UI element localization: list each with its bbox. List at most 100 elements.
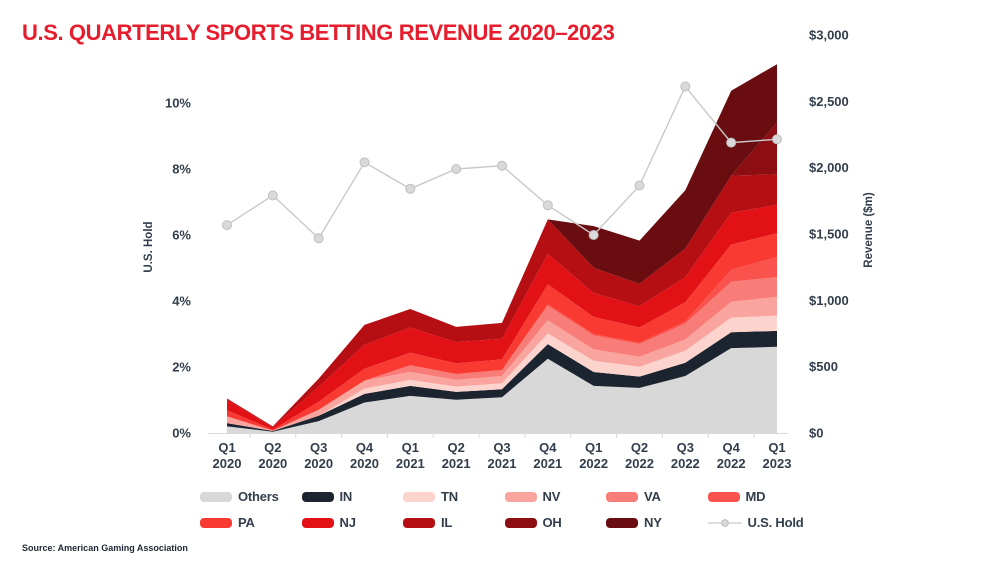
x-tick-label-quarter: Q2 <box>631 440 648 455</box>
y-left-tick-label: 6% <box>172 228 191 243</box>
area-series-others <box>227 346 777 433</box>
legend-label: PA <box>238 515 255 530</box>
hold-marker <box>542 200 553 211</box>
legend: Others IN TN NV VA MD PA NJ IL OH NY U.S. Hold <box>200 489 810 530</box>
x-tick-label-quarter: Q1 <box>402 440 419 455</box>
x-tick-label-quarter: Q4 <box>356 440 374 455</box>
right-axis-title: Revenue ($m) <box>863 192 875 268</box>
area-series-nv <box>227 297 777 431</box>
legend-item-nv: NV <box>504 489 607 504</box>
legend-item-md: MD <box>707 489 810 504</box>
x-tick-label-quarter: Q3 <box>310 440 327 455</box>
x-tick-label-quarter: Q4 <box>722 440 740 455</box>
y-left-tick-label: 2% <box>172 360 191 375</box>
legend-label: TN <box>441 489 458 504</box>
legend-label: MD <box>745 489 766 504</box>
legend-item-oh: OH <box>504 515 607 530</box>
legend-label: NV <box>542 489 561 504</box>
x-tick-label-year: 2020 <box>304 456 333 471</box>
legend-label: IL <box>441 515 453 530</box>
x-tick-label-year: 2021 <box>488 456 517 471</box>
legend-swatch <box>200 517 232 528</box>
y-left-tick-label: 8% <box>172 162 191 177</box>
y-right-tick-label: $1,000 <box>809 293 849 308</box>
x-tick-label-year: 2022 <box>625 456 654 471</box>
y-right-tick-label: $2,000 <box>809 160 849 175</box>
legend-swatch <box>301 491 334 502</box>
legend-item-others: Others <box>200 489 302 504</box>
hold-marker <box>359 157 370 168</box>
legend-item-nj: NJ <box>301 515 404 530</box>
legend-label: OH <box>542 515 562 530</box>
legend-item-in: IN <box>301 489 404 504</box>
legend-swatch <box>504 491 537 502</box>
hold-legend-icon <box>707 518 742 527</box>
y-left-tick-label: 0% <box>172 426 191 441</box>
y-right-tick-label: $2,500 <box>809 94 849 109</box>
x-tick-label-year: 2023 <box>763 456 792 471</box>
area-series-in <box>227 330 777 432</box>
x-tick-label-year: 2022 <box>717 456 746 471</box>
hold-marker <box>726 137 737 148</box>
hold-marker <box>267 190 278 201</box>
x-tick-label-quarter: Q3 <box>677 440 694 455</box>
hold-marker <box>222 220 232 231</box>
x-tick-label-quarter: Q2 <box>447 440 464 455</box>
hold-marker <box>451 164 462 174</box>
y-left-tick-label: 4% <box>172 294 191 309</box>
x-tick-label-quarter: Q1 <box>585 440 602 455</box>
x-tick-label-year: 2021 <box>396 456 425 471</box>
area-series-va <box>227 277 777 431</box>
x-tick-label-year: 2020 <box>258 456 287 471</box>
hold-marker <box>405 183 416 194</box>
y-left-tick-label: 10% <box>165 96 191 111</box>
area-series-nj <box>227 204 777 430</box>
hold-marker <box>680 81 691 92</box>
legend-item-ny: NY <box>606 515 708 530</box>
x-tick-label-year: 2021 <box>533 456 562 471</box>
legend-swatch <box>200 491 232 502</box>
y-right-tick-label: $0 <box>809 426 823 441</box>
x-tick-label-quarter: Q1 <box>768 440 785 455</box>
y-right-tick-label: $500 <box>809 359 838 374</box>
legend-swatch <box>403 517 435 528</box>
source-note: Source: American Gaming Association <box>22 543 188 553</box>
x-tick-label-year: 2020 <box>350 456 379 471</box>
legend-swatch <box>606 517 638 528</box>
area-series-il <box>227 174 777 428</box>
legend-item-tn: TN <box>403 489 505 504</box>
legend-label: U.S. Hold <box>747 515 804 530</box>
hold-marker <box>496 160 507 171</box>
legend-item-va: VA <box>606 489 708 504</box>
y-right-tick-label: $1,500 <box>809 227 849 242</box>
x-tick-label-quarter: Q4 <box>539 440 557 455</box>
legend-item-pa: PA <box>200 515 302 530</box>
hold-marker <box>634 180 645 191</box>
hold-marker <box>771 134 782 145</box>
legend-swatch <box>403 491 435 502</box>
area-series-tn <box>227 315 777 431</box>
x-tick-label-year: 2020 <box>213 456 242 471</box>
legend-label: IN <box>339 489 353 504</box>
x-tick-label-year: 2022 <box>579 456 608 471</box>
legend-swatch <box>504 517 537 528</box>
legend-swatch <box>301 517 334 528</box>
legend-label: VA <box>644 489 661 504</box>
left-axis-title: U.S. Hold <box>143 221 155 272</box>
legend-label: NY <box>644 515 662 530</box>
x-tick-label-quarter: Q3 <box>493 440 510 455</box>
legend-label: NJ <box>339 515 356 530</box>
hold-marker <box>313 233 324 244</box>
x-tick-label-quarter: Q1 <box>218 440 235 455</box>
page-title: U.S. QUARTERLY SPORTS BETTING REVENUE 20… <box>22 20 615 45</box>
area-series-ny <box>227 64 777 427</box>
legend-swatch <box>606 491 638 502</box>
legend-label: Others <box>238 489 279 504</box>
hold-marker <box>588 230 599 240</box>
x-tick-label-year: 2022 <box>671 456 700 471</box>
x-tick-label-quarter: Q2 <box>264 440 281 455</box>
x-tick-label-year: 2021 <box>442 456 471 471</box>
legend-swatch <box>707 491 740 502</box>
